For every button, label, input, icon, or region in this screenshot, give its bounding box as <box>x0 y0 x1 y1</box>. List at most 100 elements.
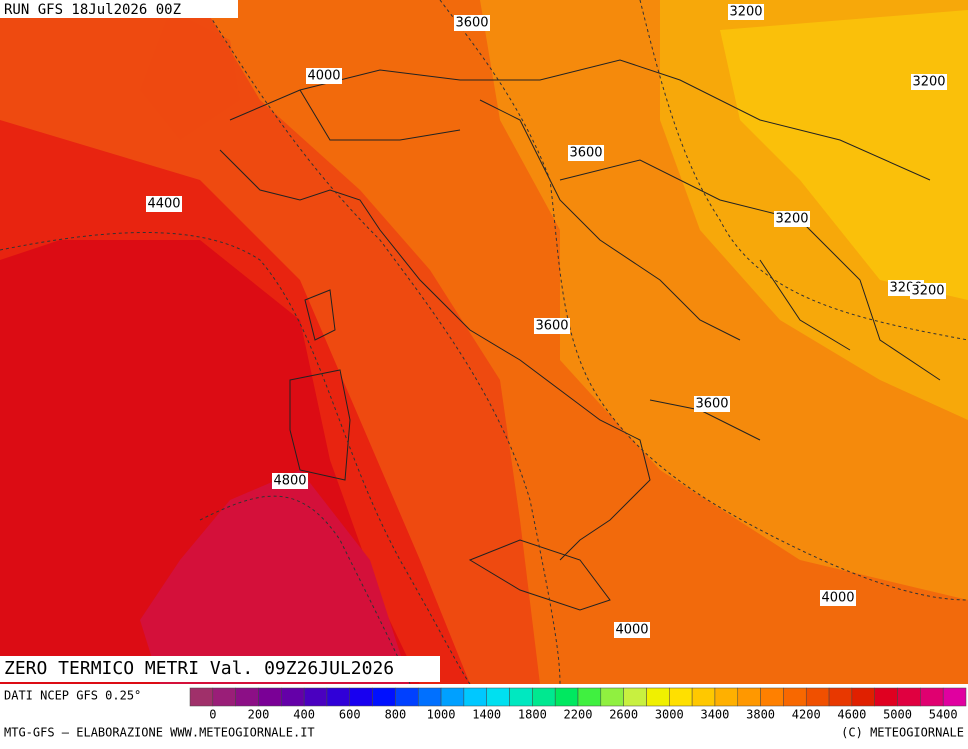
contour <box>199 0 561 685</box>
contour <box>0 232 471 685</box>
scale-label: 400 <box>293 708 315 722</box>
copyright: (C) METEOGIORNALE <box>841 726 964 740</box>
field <box>140 10 240 140</box>
scale-label: 1400 <box>472 708 501 722</box>
scale-swatch <box>395 687 419 707</box>
color-scale: 0 200 400 600 800 1000 1400 1800 2200 2600 3000 340… <box>189 687 967 722</box>
map-title: ZERO TERMICO METRI Val. 09Z26JUL2026 <box>4 658 394 679</box>
contour-label-box <box>534 318 570 334</box>
scale-swatch <box>828 687 853 707</box>
contour-label-box <box>306 68 342 84</box>
credit: MTG-GFS — ELABORAZIONE WWW.METEOGIORNALE… <box>4 726 315 740</box>
border <box>229 59 941 381</box>
field <box>720 10 968 300</box>
map-fields <box>0 0 968 684</box>
contour-label-box <box>568 145 604 161</box>
scale-swatch <box>691 687 716 707</box>
scale-swatch <box>463 687 487 707</box>
scale-label: 4200 <box>792 708 821 722</box>
contour-label: 4800 <box>273 474 306 489</box>
scale-label: 1800 <box>518 708 547 722</box>
contour-label-box <box>728 4 764 20</box>
scale-label: 2600 <box>609 708 638 722</box>
contour-label-box <box>910 283 946 299</box>
scale-label: 4600 <box>837 708 866 722</box>
coastline <box>304 289 336 341</box>
source-label: DATI NCEP GFS 0.25° <box>4 689 141 703</box>
contour-label-box <box>272 473 308 489</box>
scale-swatch <box>623 687 647 707</box>
contour-label: 3600 <box>455 16 488 31</box>
scale-label: 0 <box>209 708 216 722</box>
scale-swatch <box>189 687 214 707</box>
contour-label: 3600 <box>569 146 602 161</box>
scale-swatch <box>669 687 693 707</box>
contour <box>639 0 968 341</box>
coastline <box>219 99 761 561</box>
contour-label: 4000 <box>307 69 340 84</box>
coastline <box>289 369 351 481</box>
scale-swatch <box>417 687 442 707</box>
contour-label-box <box>146 196 182 212</box>
scale-label: 3800 <box>746 708 775 722</box>
scale-swatch <box>235 687 259 707</box>
scale-swatch <box>760 687 784 707</box>
contour-label-box <box>911 74 947 90</box>
scale-label: 200 <box>248 708 270 722</box>
scale-label: 3400 <box>700 708 729 722</box>
scale-swatch <box>554 687 579 707</box>
contour-label: 3200 <box>729 5 762 20</box>
contour-label: 3200 <box>911 284 944 299</box>
contour-label: 4400 <box>147 197 180 212</box>
scale-label: 5000 <box>883 708 912 722</box>
scale-swatch <box>303 687 328 707</box>
scale-swatch <box>258 687 282 707</box>
scale-swatch <box>326 687 351 707</box>
contour-label-box <box>694 396 730 412</box>
contours <box>0 0 968 685</box>
title-box <box>0 656 440 682</box>
scale-swatch <box>714 687 739 707</box>
contour-label: 3200 <box>775 212 808 227</box>
scale-swatch <box>440 687 465 707</box>
scale-label: 5400 <box>929 708 958 722</box>
scale-label: 1000 <box>427 708 456 722</box>
scale-swatch <box>646 687 670 707</box>
scale-swatch <box>897 687 921 707</box>
contour-label: 4000 <box>821 591 854 606</box>
scale-swatch <box>372 687 396 707</box>
scale-swatch <box>532 687 556 707</box>
contour-label: 4000 <box>615 623 648 638</box>
contour-label: 3200 <box>912 75 945 90</box>
scale-swatch <box>783 687 807 707</box>
contour-label: 3600 <box>695 397 728 412</box>
coastline <box>468 539 611 611</box>
scale-label: 600 <box>339 708 361 722</box>
scale-swatch <box>486 687 510 707</box>
scale-swatch <box>212 687 236 707</box>
contour <box>199 495 411 685</box>
scale-swatch <box>737 687 761 707</box>
scale-swatch <box>874 687 898 707</box>
contour-label-box <box>774 211 810 227</box>
scale-label: 800 <box>385 708 407 722</box>
scale-swatch <box>349 687 373 707</box>
scale-swatch <box>577 687 602 707</box>
scale-swatch <box>509 687 533 707</box>
run-label: RUN GFS 18Jul2026 00Z <box>4 2 181 18</box>
contour-label: 3600 <box>535 319 568 334</box>
contour-label-box <box>614 622 650 638</box>
scale-swatch <box>600 687 624 707</box>
scale-swatch <box>281 687 305 707</box>
scale-swatch <box>942 687 967 707</box>
scale-swatch <box>851 687 875 707</box>
scale-label: 2200 <box>564 708 593 722</box>
contour <box>439 0 968 601</box>
scale-swatch <box>920 687 944 707</box>
coastlines <box>219 59 941 611</box>
header-box <box>0 0 238 18</box>
contour-label-box <box>454 15 490 31</box>
field <box>140 470 410 684</box>
